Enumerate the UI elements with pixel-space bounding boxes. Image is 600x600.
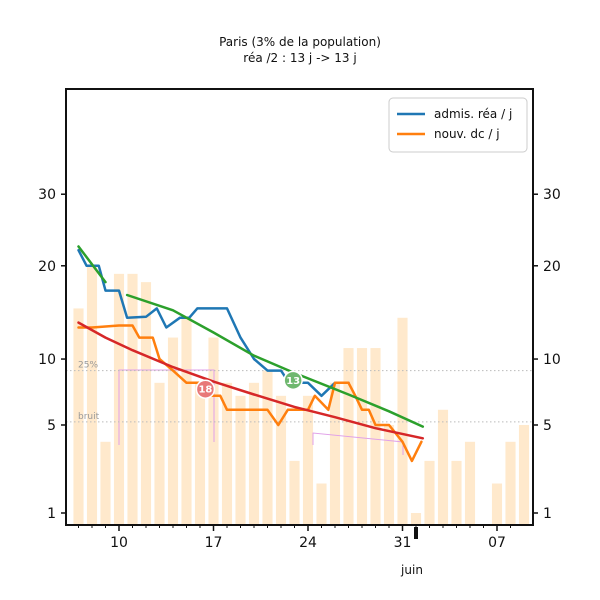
window-highlights — [118, 369, 404, 455]
y-tick-label: 1 — [47, 506, 56, 522]
badge-circle — [195, 379, 216, 399]
highlight-window — [312, 432, 404, 455]
daily-bar — [100, 441, 111, 525]
daily-bars — [73, 265, 530, 525]
daily-bar — [437, 409, 449, 525]
daily-bar — [221, 382, 233, 525]
daily-bar — [505, 441, 516, 525]
daily-bar — [154, 382, 165, 525]
y-tick-label: 30 — [38, 187, 56, 203]
legend: admis. réa / j nouv. dc / j — [388, 97, 528, 153]
x-tick-label: 17 — [205, 535, 223, 551]
daily-bar — [127, 273, 138, 525]
reference-line-label: 25% — [78, 361, 98, 371]
series-line — [125, 293, 425, 428]
daily-bar — [302, 395, 314, 525]
reference-lines: 25% bruit — [66, 361, 533, 423]
daily-bar — [194, 382, 206, 525]
daily-bar — [464, 441, 476, 525]
daily-bar — [329, 382, 341, 525]
x-tick-label: 24 — [299, 535, 317, 551]
y-tick-label: 5 — [47, 418, 56, 434]
daily-bar — [86, 265, 98, 525]
y-tick-label: 5 — [543, 418, 552, 434]
daily-bar — [491, 483, 503, 525]
series-line — [77, 321, 425, 440]
daily-bar — [289, 460, 300, 525]
daily-bar — [275, 395, 287, 525]
x-tick-label: 07 — [488, 535, 506, 551]
series-line — [77, 245, 107, 284]
daily-bar — [73, 308, 84, 525]
chart-title: Paris (3% de la population) — [219, 35, 381, 49]
plot-frame — [65, 88, 534, 526]
y-tick-label: 10 — [543, 352, 561, 368]
y-tick-label: 20 — [38, 259, 56, 275]
daily-bar — [370, 348, 381, 525]
month-label: juin — [400, 563, 423, 577]
daily-bar — [167, 337, 179, 525]
daily-bar — [410, 513, 422, 525]
badge-label: 18 — [198, 385, 212, 396]
legend-label-admissions: admis. réa / j — [434, 107, 512, 121]
data-series — [77, 245, 425, 463]
daily-bar — [316, 483, 327, 525]
daily-bar — [140, 282, 152, 525]
chart-subtitle: réa /2 : 13 j -> 13 j — [243, 51, 356, 65]
daily-bar — [451, 460, 462, 525]
daily-bar — [383, 424, 395, 525]
highlight-window — [118, 369, 215, 445]
y-tick-label: 10 — [38, 352, 56, 368]
badge-circle — [283, 370, 303, 391]
legend-label-deaths: nouv. dc / j — [434, 127, 500, 141]
daily-bar — [262, 370, 273, 525]
axis-ticks: 1 1 5 5 10 10 20 20 30 30 10 17 24 31 07 — [38, 187, 561, 551]
badge-label: 13 — [286, 376, 300, 387]
series-line — [77, 324, 423, 463]
month-marker — [414, 527, 418, 539]
x-tick-label: 10 — [110, 535, 128, 551]
daily-bar — [424, 460, 435, 525]
daily-bar — [235, 395, 246, 525]
x-tick-label: 31 — [394, 535, 412, 551]
legend-box — [388, 97, 528, 153]
y-tick-label: 1 — [543, 506, 552, 522]
daily-bar — [248, 382, 260, 525]
daily-bar — [356, 348, 368, 525]
daily-bar — [518, 424, 530, 525]
y-tick-label: 30 — [543, 187, 561, 203]
y-tick-label: 20 — [543, 259, 561, 275]
reference-line-label: bruit — [78, 412, 100, 422]
